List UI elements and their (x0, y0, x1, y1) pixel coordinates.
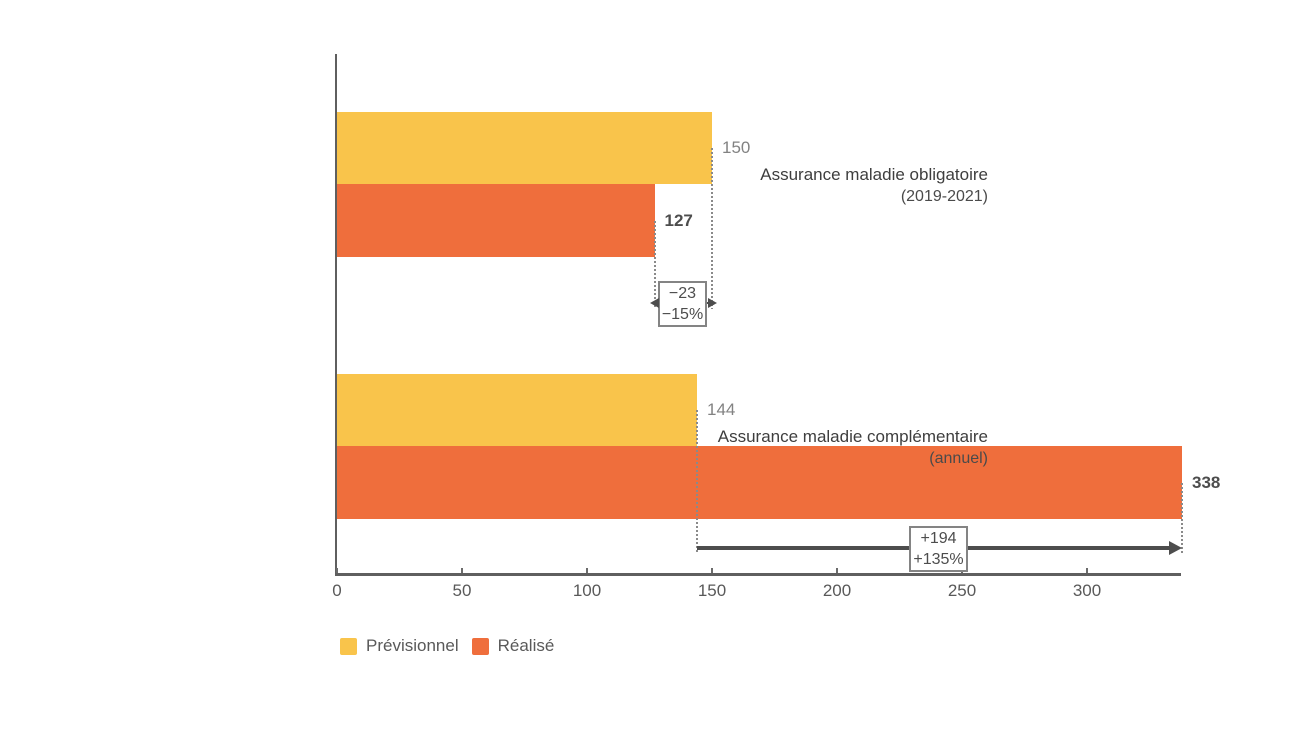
value-label: 144 (707, 400, 736, 419)
annotation-line2: −15% (661, 306, 704, 323)
legend-label: Réalisé (497, 636, 555, 655)
x-axis-tick-label: 200 (822, 581, 852, 600)
x-axis-tick (461, 568, 463, 573)
x-axis-tick-label: 0 (332, 581, 342, 600)
legend-item: Réalisé (471, 636, 555, 656)
x-axis-tick-label: 100 (572, 581, 602, 600)
dashed-dropline (1181, 482, 1183, 554)
category-label-line2: (annuel) (929, 450, 988, 467)
category-label-line1: Assurance maladie obligatoire (760, 165, 988, 184)
y-axis (335, 54, 337, 576)
category-label: Assurance maladie obligatoire (2019-2021) (760, 164, 988, 208)
category-label-line1: Assurance maladie complémentaire (717, 427, 988, 446)
arrowhead-right-icon (708, 298, 717, 308)
legend-item: Prévisionnel (340, 636, 459, 656)
dashed-dropline (653, 220, 656, 309)
category-label-line2: (2019-2021) (900, 188, 988, 205)
x-axis-tick-label: 250 (947, 581, 977, 600)
x-axis-tick (711, 568, 713, 573)
dashed-dropline (696, 410, 698, 554)
bar-realise (337, 446, 1182, 519)
annotation-box: +194 +135% (909, 526, 968, 572)
legend-label: Prévisionnel (366, 636, 459, 655)
dashed-dropline (711, 148, 713, 309)
value-label: 127 (664, 210, 693, 230)
annotation-line2: +135% (913, 551, 964, 568)
bar-previsionnel (337, 374, 697, 446)
x-axis (335, 573, 1181, 576)
x-axis-tick-label: 300 (1072, 581, 1102, 600)
x-axis-tick-label: 50 (452, 581, 472, 600)
legend: Prévisionnel Réalisé (340, 636, 567, 656)
arrowhead-left-icon (649, 298, 659, 308)
value-label: 338 (1192, 472, 1221, 492)
x-axis-tick (586, 568, 588, 573)
legend-swatch-icon (471, 637, 489, 655)
value-label: 150 (722, 138, 751, 157)
x-axis-tick (336, 568, 338, 573)
x-axis-tick-label: 150 (697, 581, 727, 600)
bar-previsionnel (337, 112, 712, 184)
legend-swatch-icon (340, 637, 357, 655)
x-axis-tick (1086, 568, 1088, 573)
bar-realise (337, 184, 655, 257)
category-label: Assurance maladie complémentaire (annuel) (718, 426, 988, 470)
annotation-box: −23 −15% (658, 281, 707, 327)
arrowhead-right-icon (1169, 541, 1182, 555)
annotation-line1: +194 (920, 530, 957, 547)
annotation-line1: −23 (668, 285, 697, 302)
x-axis-tick (836, 568, 838, 573)
